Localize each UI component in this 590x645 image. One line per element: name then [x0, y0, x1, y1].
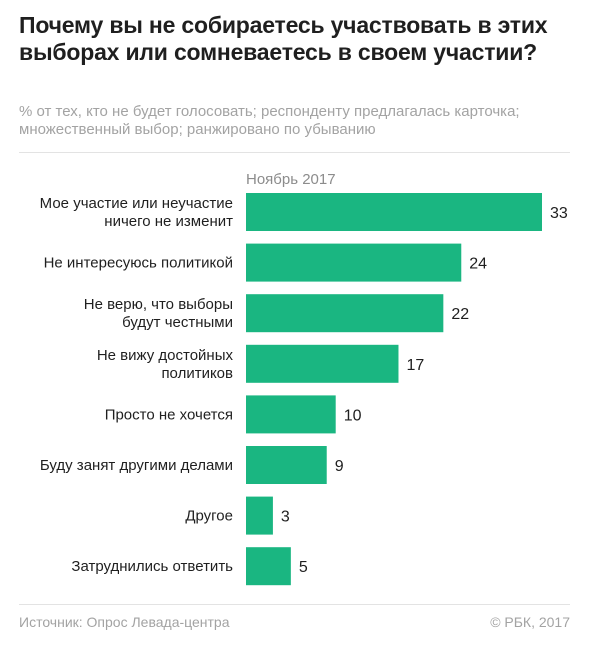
value-label-7: 3: [281, 509, 290, 526]
bar-2: [246, 243, 462, 282]
value-label-1: 33: [550, 205, 568, 222]
category-label-8: Затруднились ответить: [71, 558, 233, 575]
value-label-3: 22: [451, 306, 469, 323]
bottom-divider: [19, 604, 570, 605]
copyright-note: © РБК, 2017: [490, 614, 570, 630]
value-label-4: 17: [406, 357, 424, 374]
category-label-5: Просто не хочется: [105, 406, 233, 423]
value-label-2: 24: [469, 256, 487, 273]
value-label-6: 9: [335, 458, 344, 475]
chart-subtitle: % от тех, кто не будет голосовать; респо…: [19, 103, 520, 138]
bar-4: [246, 344, 399, 383]
category-label-3: Не верю, что выборы будут честными: [84, 296, 233, 331]
category-label-2: Не интересуюсь политикой: [44, 255, 233, 272]
category-label-1: Мое участие или неучастие ничего не измен…: [40, 195, 233, 230]
chart-title: Почему вы не собираетесь участвовать в э…: [19, 12, 548, 65]
bar-7: [246, 496, 273, 535]
bar-8: [246, 547, 291, 586]
value-label-8: 5: [299, 559, 308, 576]
value-label-5: 10: [344, 407, 362, 424]
category-label-7: Другое: [185, 508, 233, 525]
bar-6: [246, 446, 327, 484]
series-label: Ноябрь 2017: [246, 171, 336, 188]
bar-5: [246, 395, 336, 434]
category-label-6: Буду занят другими делами: [40, 457, 233, 474]
source-note: Источник: Опрос Левада-центра: [19, 614, 230, 630]
bar-1: [246, 193, 542, 231]
bar-3: [246, 294, 444, 333]
category-label-4: Не вижу достойных политиков: [97, 347, 234, 382]
top-divider: [19, 152, 570, 153]
